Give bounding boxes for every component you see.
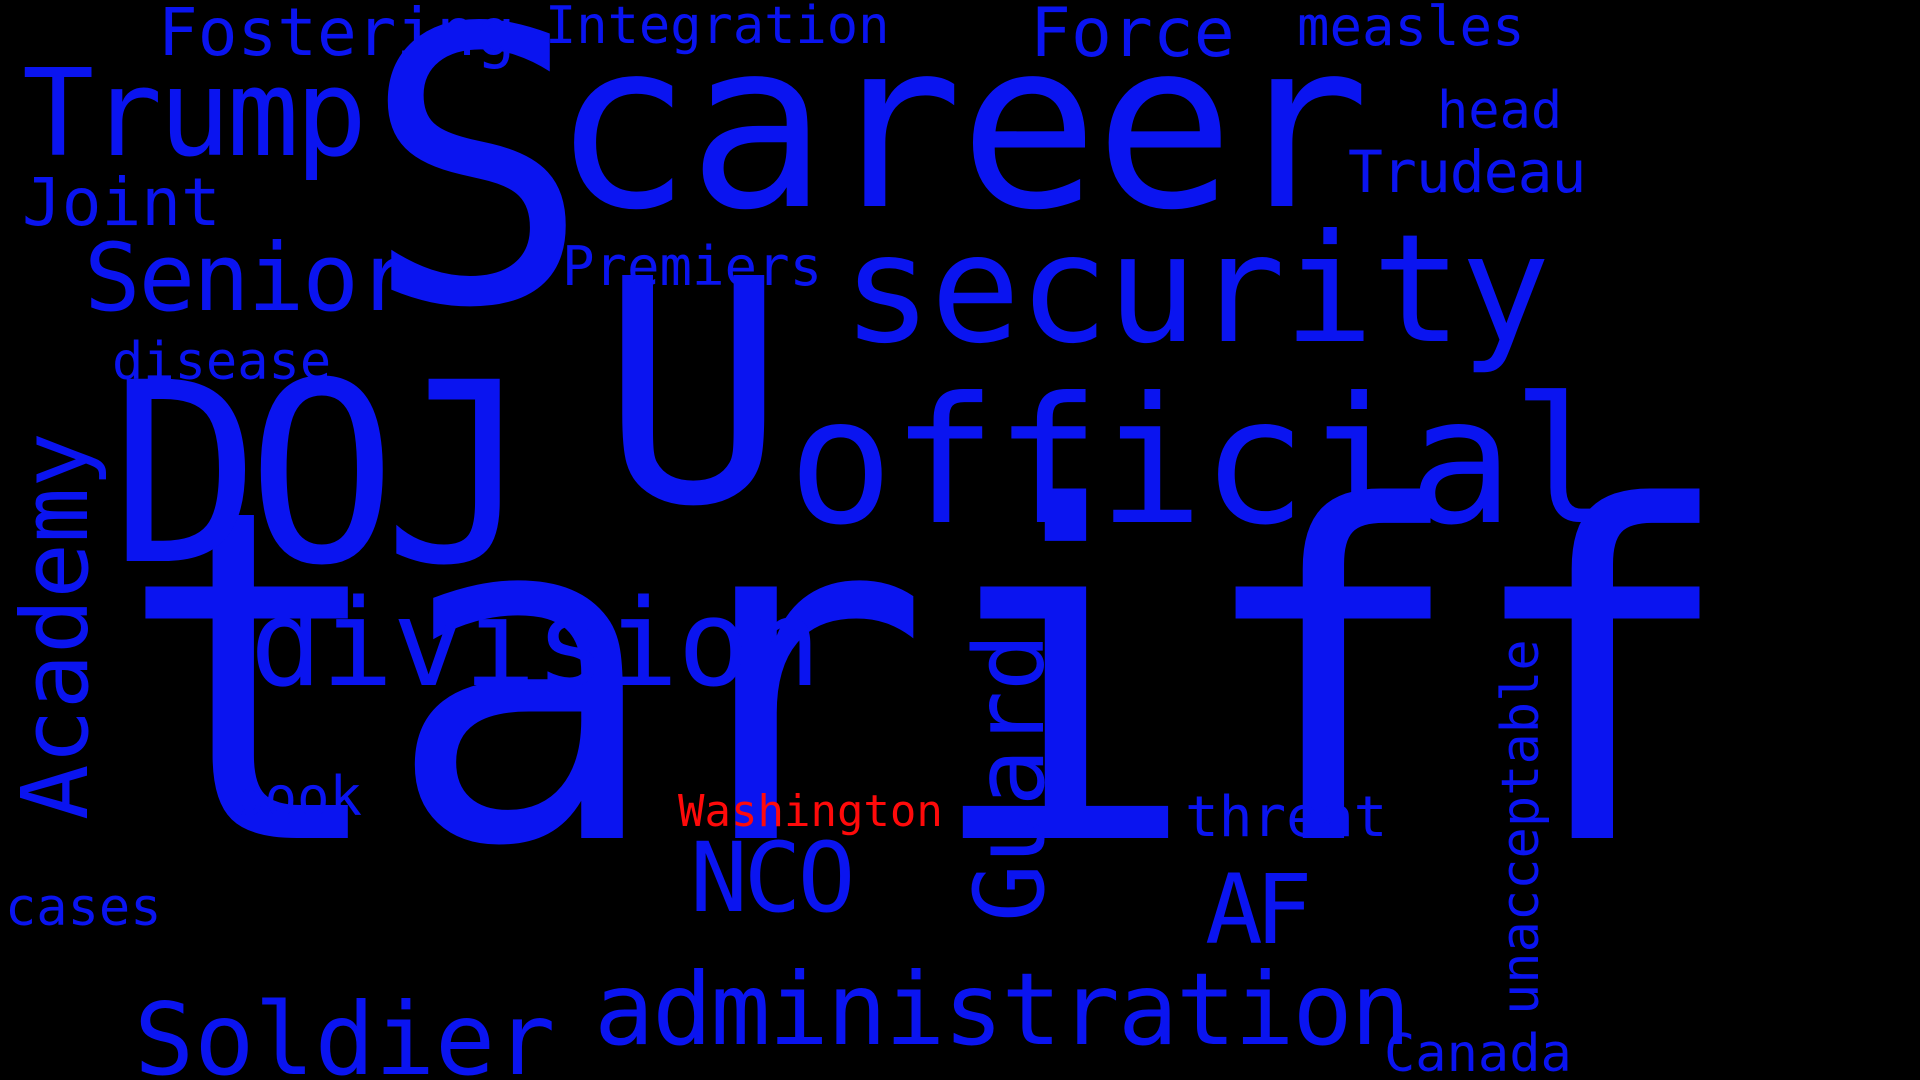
word-soldier: Soldier (134, 981, 556, 1080)
word-force: Force (1030, 0, 1235, 73)
word-s: S (362, 0, 591, 391)
word-nco: NCO (690, 822, 855, 934)
word-af: AF (1205, 854, 1313, 966)
word-career: career (552, 0, 1370, 261)
word-division: division (250, 575, 821, 714)
word-unacceptable: unacceptable (1491, 639, 1551, 1015)
word-disease: disease (112, 332, 332, 392)
word-premiers: Premiers (562, 235, 823, 298)
word-guard: Guard (954, 633, 1066, 922)
word-joint: Joint (22, 164, 221, 241)
word-measles: measles (1297, 0, 1525, 58)
word-academy: Academy (2, 432, 109, 820)
word-senior: Senior (84, 224, 414, 333)
word-cases: cases (5, 878, 162, 938)
word-threat: threat (1185, 785, 1388, 850)
word-security: security (842, 203, 1550, 377)
word-administration: administration (594, 951, 1411, 1068)
word-doj: DOJ (110, 329, 534, 620)
word-trump: Trump (22, 45, 367, 184)
word-canada: Canada (1384, 1024, 1572, 1080)
word-trudeau: Trudeau (1348, 138, 1586, 206)
word-washington: Washington (678, 786, 943, 837)
word-official: official (788, 361, 1617, 564)
word-tariff: tariff (116, 412, 1738, 947)
word-u: U (600, 214, 787, 575)
word-book: book (232, 765, 363, 828)
word-fostering: Fostering (158, 0, 516, 71)
word-head: head (1437, 81, 1563, 141)
word-integration: Integration (545, 0, 890, 56)
